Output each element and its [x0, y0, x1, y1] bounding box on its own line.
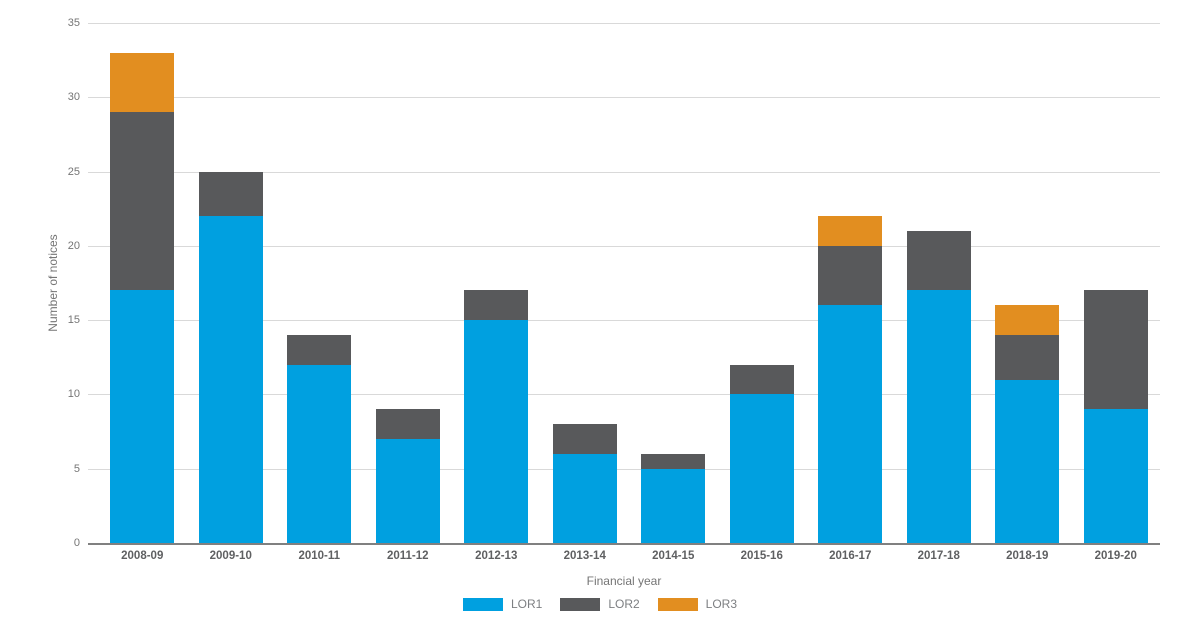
gridline — [88, 23, 1160, 24]
bar-segment-lor2-2016-17[interactable] — [818, 245, 883, 306]
legend-label-lor2: LOR2 — [608, 597, 640, 611]
bar-segment-lor2-2010-11[interactable] — [287, 335, 352, 365]
x-tick-label-2013-14: 2013-14 — [563, 550, 606, 562]
bar-segment-lor1-2019-20[interactable] — [1083, 409, 1148, 543]
y-tick-label: 0 — [73, 537, 80, 549]
bar-segment-lor1-2015-16[interactable] — [729, 394, 794, 543]
x-tick-label-2019-20: 2019-20 — [1094, 550, 1137, 562]
y-tick-label: 25 — [67, 165, 80, 178]
bar-segment-lor2-2009-10[interactable] — [198, 171, 263, 217]
bar-segment-lor1-2012-13[interactable] — [464, 320, 529, 543]
x-tick-label-2015-16: 2015-16 — [740, 550, 783, 562]
y-tick-label: 30 — [67, 91, 80, 104]
x-axis-line — [88, 543, 1160, 545]
gridline — [88, 171, 1160, 173]
bar-segment-lor2-2018-19[interactable] — [995, 335, 1060, 380]
x-tick-label-2009-10: 2009-10 — [209, 550, 252, 562]
bar-segment-lor3-2008-09[interactable] — [110, 52, 175, 113]
y-tick-label: 5 — [73, 462, 80, 475]
x-axis-title: Financial year — [586, 574, 662, 588]
gridline — [88, 245, 1160, 247]
bar-segment-lor1-2017-18[interactable] — [906, 290, 971, 543]
x-tick-label-2010-11: 2010-11 — [298, 550, 341, 562]
bar-segment-lor2-2013-14[interactable] — [552, 424, 617, 454]
gridline — [88, 394, 1160, 396]
bar-segment-lor1-2010-11[interactable] — [287, 364, 352, 543]
bar-segment-lor2-2015-16[interactable] — [729, 364, 794, 395]
x-tick-label-2016-17: 2016-17 — [829, 550, 872, 562]
legend-swatch-lor2 — [560, 597, 601, 611]
bar-segment-lor2-2014-15[interactable] — [641, 453, 706, 469]
bar-segment-lor2-2017-18[interactable] — [906, 231, 971, 291]
x-tick-label-2018-19: 2018-19 — [1006, 550, 1049, 562]
bar-segment-lor1-2016-17[interactable] — [818, 305, 883, 543]
plot-area — [88, 23, 1160, 545]
y-tick-label: 15 — [67, 314, 80, 327]
x-tick-label-2014-15: 2014-15 — [652, 550, 695, 562]
bar-segment-lor1-2013-14[interactable] — [552, 453, 617, 543]
legend-label-lor1: LOR1 — [510, 597, 543, 611]
bar-segment-lor3-2018-19[interactable] — [995, 305, 1060, 335]
bar-segment-lor1-2011-12[interactable] — [375, 439, 440, 543]
y-tick-label: 10 — [67, 388, 80, 401]
x-tick-label-2008-09: 2008-09 — [121, 550, 164, 562]
bar-segment-lor3-2016-17[interactable] — [818, 216, 883, 246]
x-tick-label-2012-13: 2012-13 — [475, 550, 518, 562]
legend-item-lor2[interactable]: LOR2 — [560, 597, 640, 611]
legend-swatch-lor3 — [657, 597, 698, 611]
bar-segment-lor2-2019-20[interactable] — [1083, 290, 1148, 410]
legend-swatch-lor1 — [462, 597, 503, 611]
bar-segment-lor1-2009-10[interactable] — [198, 216, 263, 543]
legend-label-lor3: LOR3 — [705, 597, 738, 611]
gridline — [88, 468, 1160, 470]
bar-segment-lor1-2018-19[interactable] — [995, 379, 1060, 543]
gridline — [88, 97, 1160, 99]
x-tick-label-2017-18: 2017-18 — [917, 550, 960, 562]
x-tick-label-2011-12: 2011-12 — [386, 550, 429, 562]
bar-segment-lor2-2011-12[interactable] — [375, 409, 440, 439]
bar-segment-lor2-2008-09[interactable] — [110, 112, 175, 291]
bar-segment-lor1-2014-15[interactable] — [641, 468, 706, 543]
bar-segment-lor1-2008-09[interactable] — [110, 290, 175, 543]
gridline — [88, 320, 1160, 322]
bar-segment-lor2-2012-13[interactable] — [464, 290, 529, 321]
legend-item-lor3[interactable]: LOR3 — [657, 597, 738, 611]
y-tick-label: 20 — [67, 239, 80, 252]
legend: LOR1 LOR2 LOR3 — [0, 597, 1200, 611]
legend-item-lor1[interactable]: LOR1 — [462, 597, 543, 611]
y-tick-label: 35 — [67, 17, 80, 29]
